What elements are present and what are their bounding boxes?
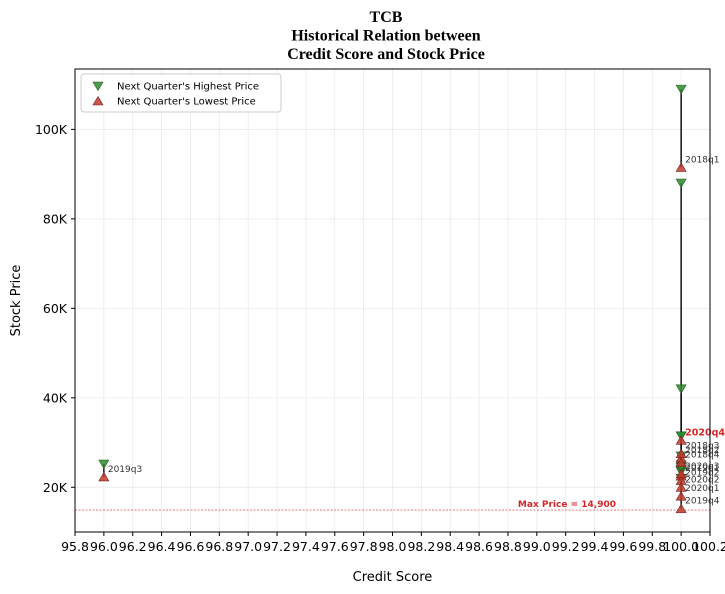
title-line: TCB bbox=[370, 9, 403, 26]
y-tick-label: 40K bbox=[43, 390, 68, 405]
quarter-label: 2020q3 bbox=[685, 462, 719, 472]
x-tick-label: 97.2 bbox=[263, 539, 291, 554]
quarter-label: 2019q4 bbox=[685, 497, 720, 507]
y-axis-ticks: 20K 40K 60K 80K 100K bbox=[35, 122, 75, 495]
high-price-marker bbox=[675, 178, 687, 189]
x-tick-label: 97.4 bbox=[292, 539, 320, 554]
quarter-label: 2018q1 bbox=[685, 155, 719, 165]
y-axis-label: Stock Price bbox=[9, 265, 24, 337]
legend-box bbox=[80, 73, 282, 113]
high-price-marker bbox=[98, 459, 110, 470]
x-axis-label: Credit Score bbox=[353, 570, 433, 585]
x-tick-label: 99.4 bbox=[581, 539, 609, 554]
y-tick-label: 20K bbox=[43, 480, 68, 495]
x-tick-label: 99.2 bbox=[552, 539, 580, 554]
low-price-marker bbox=[675, 468, 687, 479]
x-tick-label: 95.8 bbox=[61, 539, 89, 554]
high-price-marker bbox=[675, 384, 687, 394]
quarter-label: 2019q3 bbox=[108, 465, 142, 475]
x-tick-label: 98.2 bbox=[407, 539, 435, 554]
grid bbox=[74, 69, 711, 532]
x-tick-label: 97.0 bbox=[234, 539, 262, 554]
y-tick-label: 100K bbox=[35, 122, 68, 137]
low-price-marker bbox=[675, 457, 687, 467]
x-tick-label: 98.0 bbox=[379, 539, 407, 554]
quarter-label: 2018q4 bbox=[685, 451, 720, 461]
quarter-label: 2019q1 bbox=[685, 464, 719, 474]
legend-high-label: Next Quarter's Highest Price bbox=[117, 82, 259, 93]
quarter-label: 2020q4 bbox=[685, 427, 725, 438]
x-tick-label: 96.6 bbox=[177, 539, 205, 554]
high-price-marker bbox=[675, 84, 687, 95]
x-axis-ticks: 95.8 96.0 96.2 96.4 96.6 96.8 97.0 97.2 97.4 97.6… bbox=[61, 532, 725, 554]
x-tick-label: 96.0 bbox=[90, 539, 118, 554]
x-tick-label: 97.8 bbox=[350, 539, 378, 554]
x-tick-label: 99.0 bbox=[523, 539, 551, 554]
x-tick-label: 100.0 bbox=[663, 539, 699, 554]
y-tick-label: 80K bbox=[43, 211, 68, 226]
quarter-label: 2019q2 bbox=[685, 469, 719, 479]
x-tick-label: 98.4 bbox=[436, 539, 464, 554]
max-price-label: Max Price = 14,900 bbox=[518, 500, 616, 510]
x-tick-label: 98.6 bbox=[465, 539, 493, 554]
x-tick-label: 98.8 bbox=[494, 539, 522, 554]
legend-low-label: Next Quarter's Lowest Price bbox=[117, 97, 256, 108]
x-tick-label: 96.2 bbox=[119, 539, 147, 554]
x-tick-label: 99.6 bbox=[609, 539, 637, 554]
quarter-label: 2020q2 bbox=[685, 475, 719, 485]
low-price-marker bbox=[675, 435, 687, 445]
x-tick-label: 97.6 bbox=[321, 539, 349, 554]
low-price-marker bbox=[675, 491, 687, 501]
y-tick-label: 60K bbox=[43, 301, 68, 316]
x-tick-label: 96.8 bbox=[205, 539, 233, 554]
x-tick-label: 100.2 bbox=[692, 539, 725, 554]
x-tick-label: 96.4 bbox=[148, 539, 176, 554]
legend-low-marker bbox=[92, 95, 104, 106]
low-price-marker bbox=[675, 162, 687, 172]
title-line: Credit Score and Stock Price bbox=[287, 46, 485, 63]
reference-line-group: Max Price = 14,900 bbox=[75, 500, 710, 511]
quarter-label: 2020q1 bbox=[685, 484, 719, 494]
low-price-marker bbox=[98, 471, 110, 482]
x-tick-label: 99.8 bbox=[638, 539, 666, 554]
legend-high-marker bbox=[92, 81, 104, 92]
low-price-marker bbox=[675, 482, 687, 492]
markers bbox=[98, 84, 687, 514]
legend: Next Quarter's Highest Price Next Quarter… bbox=[80, 73, 282, 113]
quarter-label: 2018q2 bbox=[685, 446, 719, 456]
quarter-label: 2018q3 bbox=[685, 442, 719, 452]
low-price-marker bbox=[675, 503, 687, 514]
title-line: Historical Relation between bbox=[291, 28, 480, 45]
